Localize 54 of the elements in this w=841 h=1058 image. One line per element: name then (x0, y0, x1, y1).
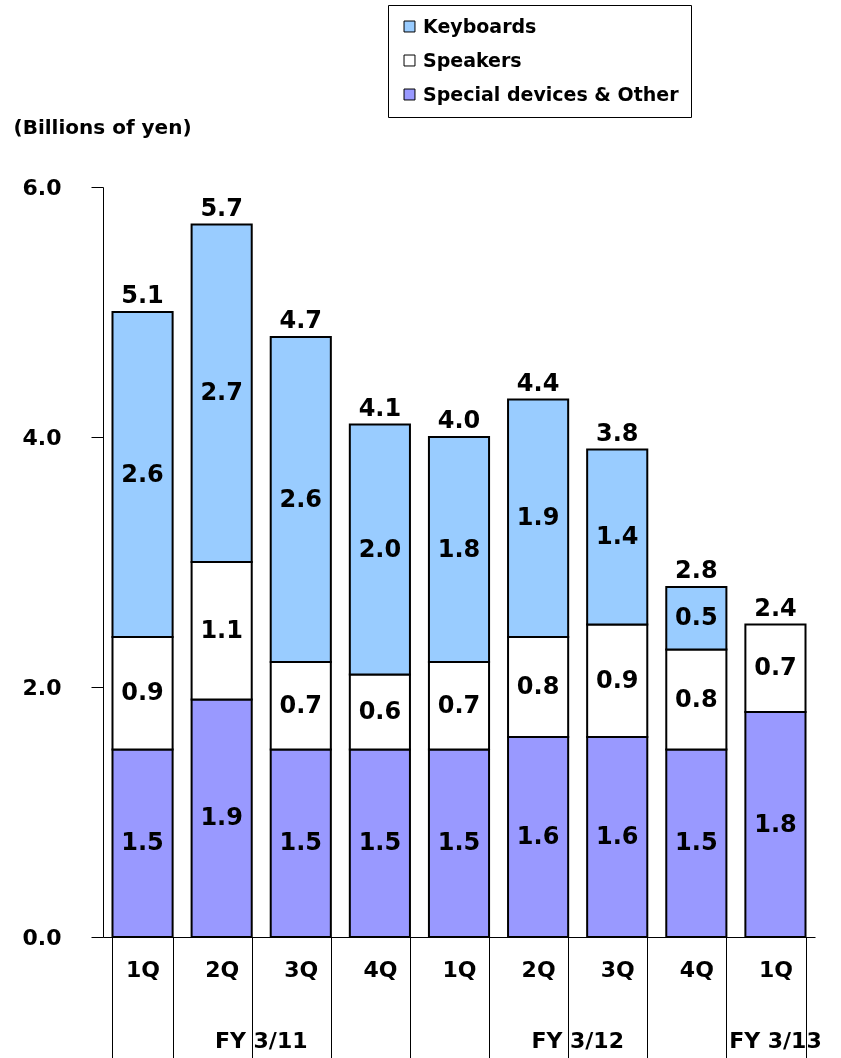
total-label: 5.1 (121, 281, 164, 309)
x-tick-label: 1Q (442, 956, 477, 982)
total-label: 4.7 (279, 306, 323, 334)
text: 1.6 (516, 822, 560, 850)
text: 1.5 (279, 828, 323, 857)
text: 2.6 (121, 459, 164, 488)
y-tick-label: 6.0 (22, 174, 62, 200)
text: 2.7 (200, 378, 243, 407)
x-tick-label: 1Q (758, 956, 793, 982)
text: 1.8 (437, 534, 481, 563)
legend-label: Speakers (423, 48, 522, 71)
text: 0.8 (675, 684, 718, 713)
x-tick-label: 1Q (126, 956, 161, 982)
text: 1.9 (200, 803, 243, 832)
x-tick-label: 4Q (679, 956, 714, 982)
total-label: 3.8 (595, 418, 639, 447)
total-label: 4.4 (516, 368, 560, 397)
text: 1.9 (516, 503, 560, 532)
x-tick-label: 4Q (363, 956, 398, 982)
text: 0.5 (675, 603, 718, 632)
text: 1.5 (358, 828, 402, 857)
text: 2.0 (358, 534, 402, 563)
text: 0.9 (121, 678, 164, 707)
text: 0.7 (437, 690, 481, 719)
text: FY 3/12 (531, 1028, 624, 1053)
text: 0.6 (358, 697, 402, 725)
y-tick-label: 4.0 (22, 424, 62, 450)
y-tick-label: 0.0 (22, 924, 62, 950)
text: 0.7 (279, 690, 323, 719)
total-label: 2.8 (675, 556, 718, 584)
text: 1.5 (675, 828, 718, 857)
text: 0.7 (754, 653, 797, 682)
x-tick-label: 2Q (205, 956, 240, 982)
y-axis-title: (Billions of yen) (13, 114, 192, 139)
total-label: 5.7 (200, 193, 243, 222)
text: 0.8 (516, 672, 560, 700)
text: 1.4 (595, 522, 639, 550)
total-label: 4.0 (437, 406, 481, 434)
text: 1.8 (754, 809, 797, 838)
total-label: 4.1 (358, 393, 402, 422)
text: 1.6 (595, 822, 639, 850)
text: 0.9 (595, 665, 639, 694)
x-tick-label: 3Q (284, 956, 319, 982)
text: FY 3/11 (214, 1028, 308, 1053)
text: 1.5 (121, 828, 164, 857)
y-tick-label: 2.0 (22, 674, 62, 700)
text: 2.6 (279, 484, 323, 513)
total-label: 2.4 (754, 593, 797, 622)
x-tick-label: 3Q (600, 956, 635, 982)
legend-label: Keyboards (423, 14, 537, 37)
text: 1.5 (437, 828, 481, 857)
x-tick-label: 2Q (521, 956, 556, 982)
text: 1.1 (200, 615, 243, 644)
legend-label: Special devices & Other (423, 82, 680, 105)
